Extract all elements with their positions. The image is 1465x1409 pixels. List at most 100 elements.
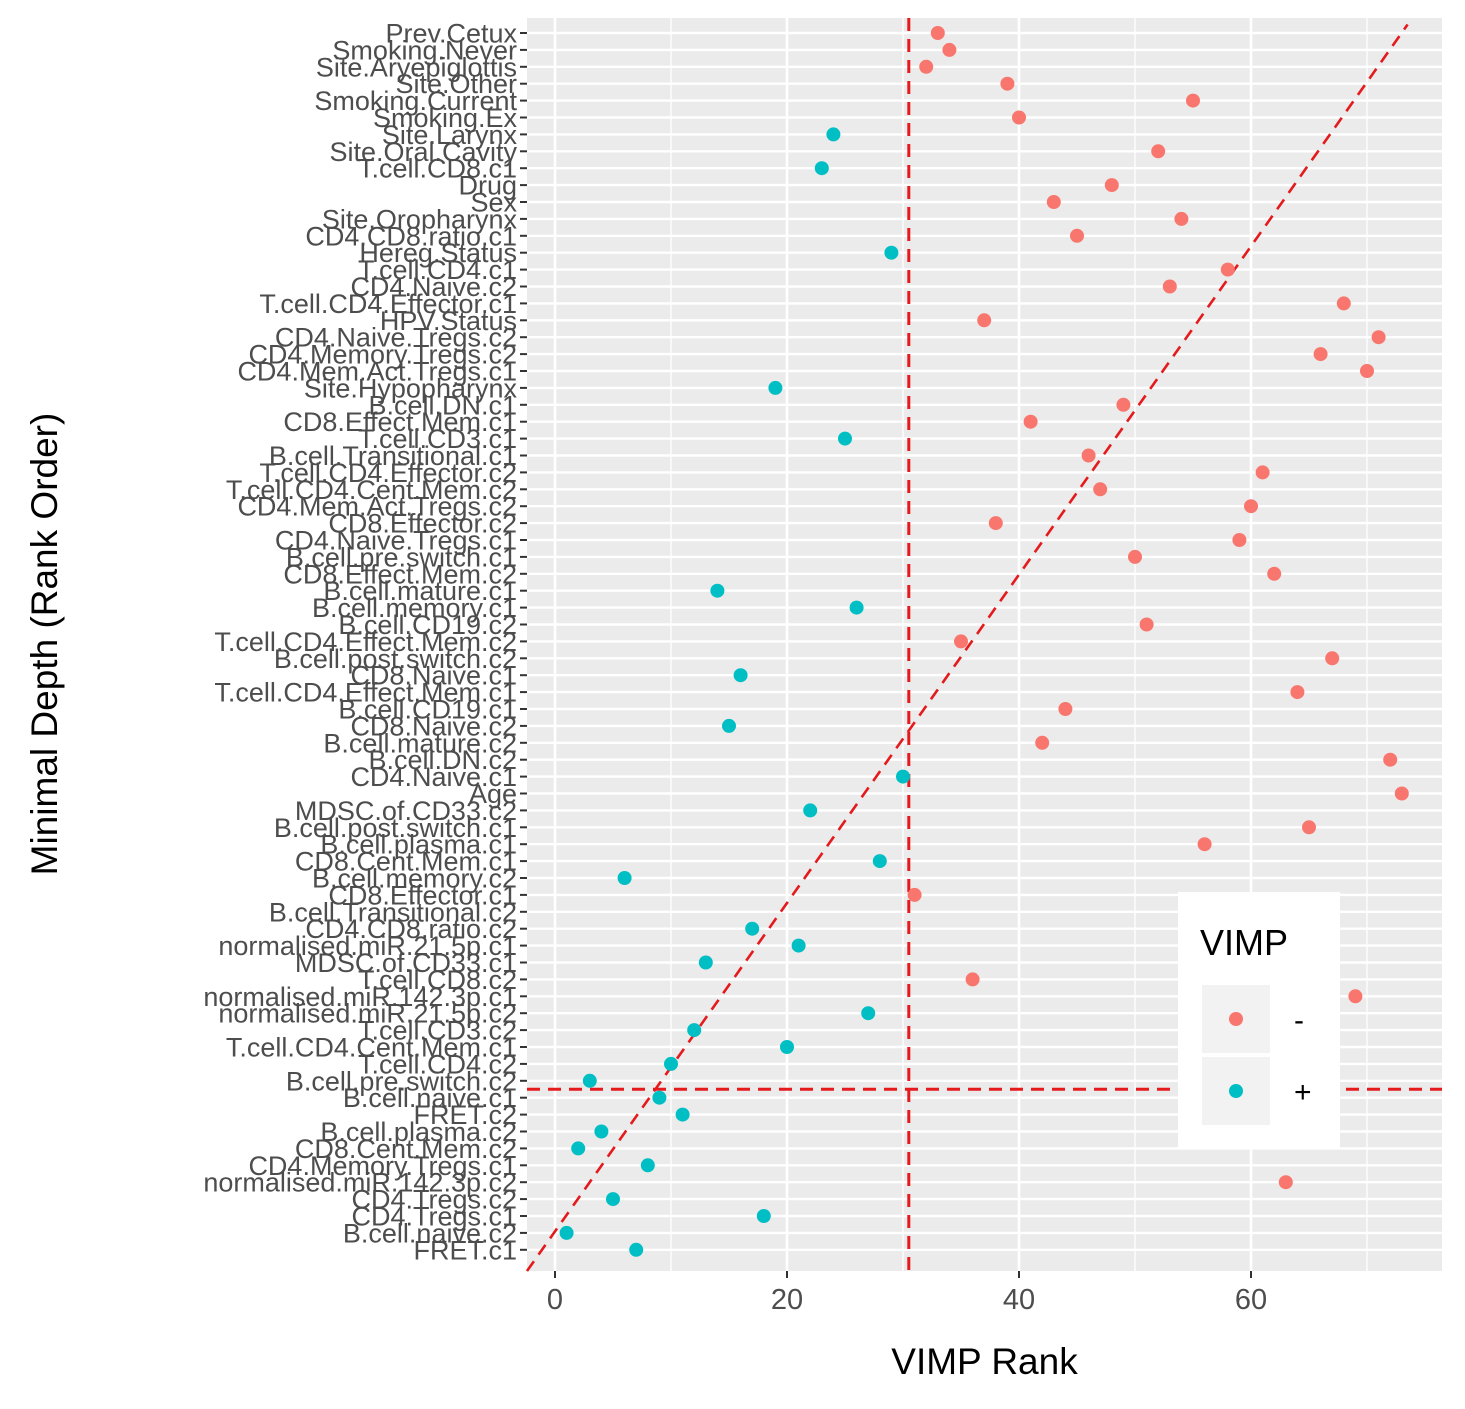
y-tick-label: B.cell.mature.c2 [323,728,517,758]
data-point [629,1242,644,1257]
data-point [861,1006,876,1021]
data-point [1325,651,1340,666]
y-tick-label: CD4.CD8.ratio.c2 [305,914,517,944]
y-tick-label: Sex [470,188,517,218]
data-point [664,1056,678,1071]
y-tick-label: normalised.miR.142.3p.c2 [203,1168,517,1198]
data-points [559,26,1409,1257]
data-point [1081,448,1096,463]
data-point [652,1090,667,1105]
data-point [1093,482,1108,497]
data-point [1197,837,1212,852]
diagonal-reference-line [525,23,1409,1272]
data-point [1348,989,1363,1004]
data-point [791,938,806,953]
data-point [1035,735,1050,750]
y-tick-label: T.cell.CD4.Effector.c1 [259,289,517,319]
y-tick-label: Prev.Cetux [385,19,517,49]
y-tick-label: B.cell.post.switch.c2 [274,644,517,674]
data-point [814,161,829,176]
y-tick-label: CD4.Naive.c1 [350,762,517,792]
data-point [803,803,818,818]
y-tick-label: CD4.Memory.Tregs.c1 [248,1151,517,1181]
y-tick-label: normalised.miR.21.5p.c1 [218,931,517,961]
data-point [1371,330,1386,345]
data-point [1313,347,1328,362]
y-tick-label: CD8.Effect.Mem.c1 [283,407,517,437]
y-tick-label: CD8.Cent.Mem.c2 [295,1134,517,1164]
y-tick-label: CD4.Naive.c2 [350,272,517,302]
y-tick-label: B.cell.memory.c2 [312,864,517,894]
data-point [606,1192,620,1207]
y-tick-label: CD4.Naive.Tregs.c2 [275,323,517,353]
data-point [1394,786,1409,801]
y-tick-label: CD4.CD8.ratio.c1 [305,221,517,251]
y-tick-label: T.cell.CD4.Cent.Mem.c1 [226,1033,517,1063]
y-tick-label: CD4.Mem.Act.Tregs.c1 [237,357,517,387]
data-point [826,127,841,142]
y-tick-label: CD4.Naive.Tregs.c1 [275,526,517,556]
data-point [733,668,748,683]
y-tick-label: B.cell.DN.c2 [368,745,517,775]
data-point [745,921,760,936]
y-tick-label: T.cell.CD4.Cent.Mem.c2 [226,475,517,505]
y-tick-label: CD8.Effector.c2 [328,509,517,539]
data-point [1058,702,1073,716]
y-tick-label: B.cell.post.switch.c1 [274,813,517,843]
data-point [582,1073,597,1088]
y-tick-label: Smoking.Current [314,86,517,116]
data-point [1186,93,1200,108]
data-point [571,1141,586,1156]
data-point [896,769,910,784]
y-tick-label: B.cell.Transitional.c2 [269,897,517,927]
y-tick-label: B.cell.naive.c1 [343,1083,517,1113]
y-tick-label: B.cell.mature.c1 [323,576,517,606]
y-tick-label: CD4.Tregs.c1 [351,1202,517,1232]
y-tick-label: B.cell.pre.switch.c2 [286,1066,517,1096]
y-tick-label: CD8.Naive.c1 [350,661,517,691]
data-point [919,59,934,74]
y-axis: Prev.CetuxSmoking.NeverSite.Aryepiglotti… [203,19,527,1265]
data-point [722,718,736,733]
y-tick-label: B.cell.plasma.c2 [320,1117,517,1147]
y-tick-label: Site.Oral.Cavity [329,137,517,167]
data-point [1104,178,1119,193]
y-tick-label: MDSC.of.CD33.c1 [295,948,517,978]
y-tick-label: Site.Aryepiglottis [316,52,517,82]
data-point [849,600,864,615]
y-tick-label: normalised.miR.142.3p.c1 [203,982,517,1012]
y-tick-label: B.cell.CD19.c2 [338,610,517,640]
data-point [1046,195,1061,209]
legend-label-minus: - [1294,1004,1304,1037]
data-point [988,516,1003,531]
x-tick-label: 20 [771,1284,803,1316]
data-point [954,634,968,649]
data-point [698,955,713,970]
data-point [1012,110,1026,125]
data-point [559,1225,574,1240]
data-point [768,380,783,395]
y-tick-label: B.cell.CD19.c1 [338,695,517,725]
data-point [977,313,992,328]
y-tick-label: HPV.Status [380,306,517,336]
y-tick-label: T.cell.CD3.c1 [358,424,517,454]
y-tick-label: Site.Hypopharynx [304,373,518,403]
legend-key-minus-dot [1229,1012,1243,1026]
y-tick-label: B.cell.Transitional.c1 [269,441,517,471]
y-tick-label: Age [469,779,517,809]
y-tick-label: T.cell.CD4.Effector.c2 [259,458,517,488]
y-tick-label: CD8.Cent.Mem.c1 [295,847,517,877]
data-point [780,1040,794,1054]
y-tick-label: CD8.Effector.c1 [328,880,517,910]
y-tick-label: T.cell.CD4.Effect.Mem.c1 [214,678,517,708]
x-tick-label: 40 [1003,1284,1035,1316]
y-tick-label: CD4.Memory.Tregs.c2 [248,340,517,370]
y-tick-label: B.cell.plasma.c1 [320,830,517,860]
y-tick-label: CD4.Tregs.c2 [351,1185,517,1215]
y-tick-label: T.cell.CD8.c2 [358,965,517,995]
y-tick-label: B.cell.naive.c2 [343,1218,517,1248]
data-point [965,972,980,987]
data-point [942,42,957,57]
legend: VIMP - + [1178,892,1340,1149]
data-point [1232,533,1247,547]
